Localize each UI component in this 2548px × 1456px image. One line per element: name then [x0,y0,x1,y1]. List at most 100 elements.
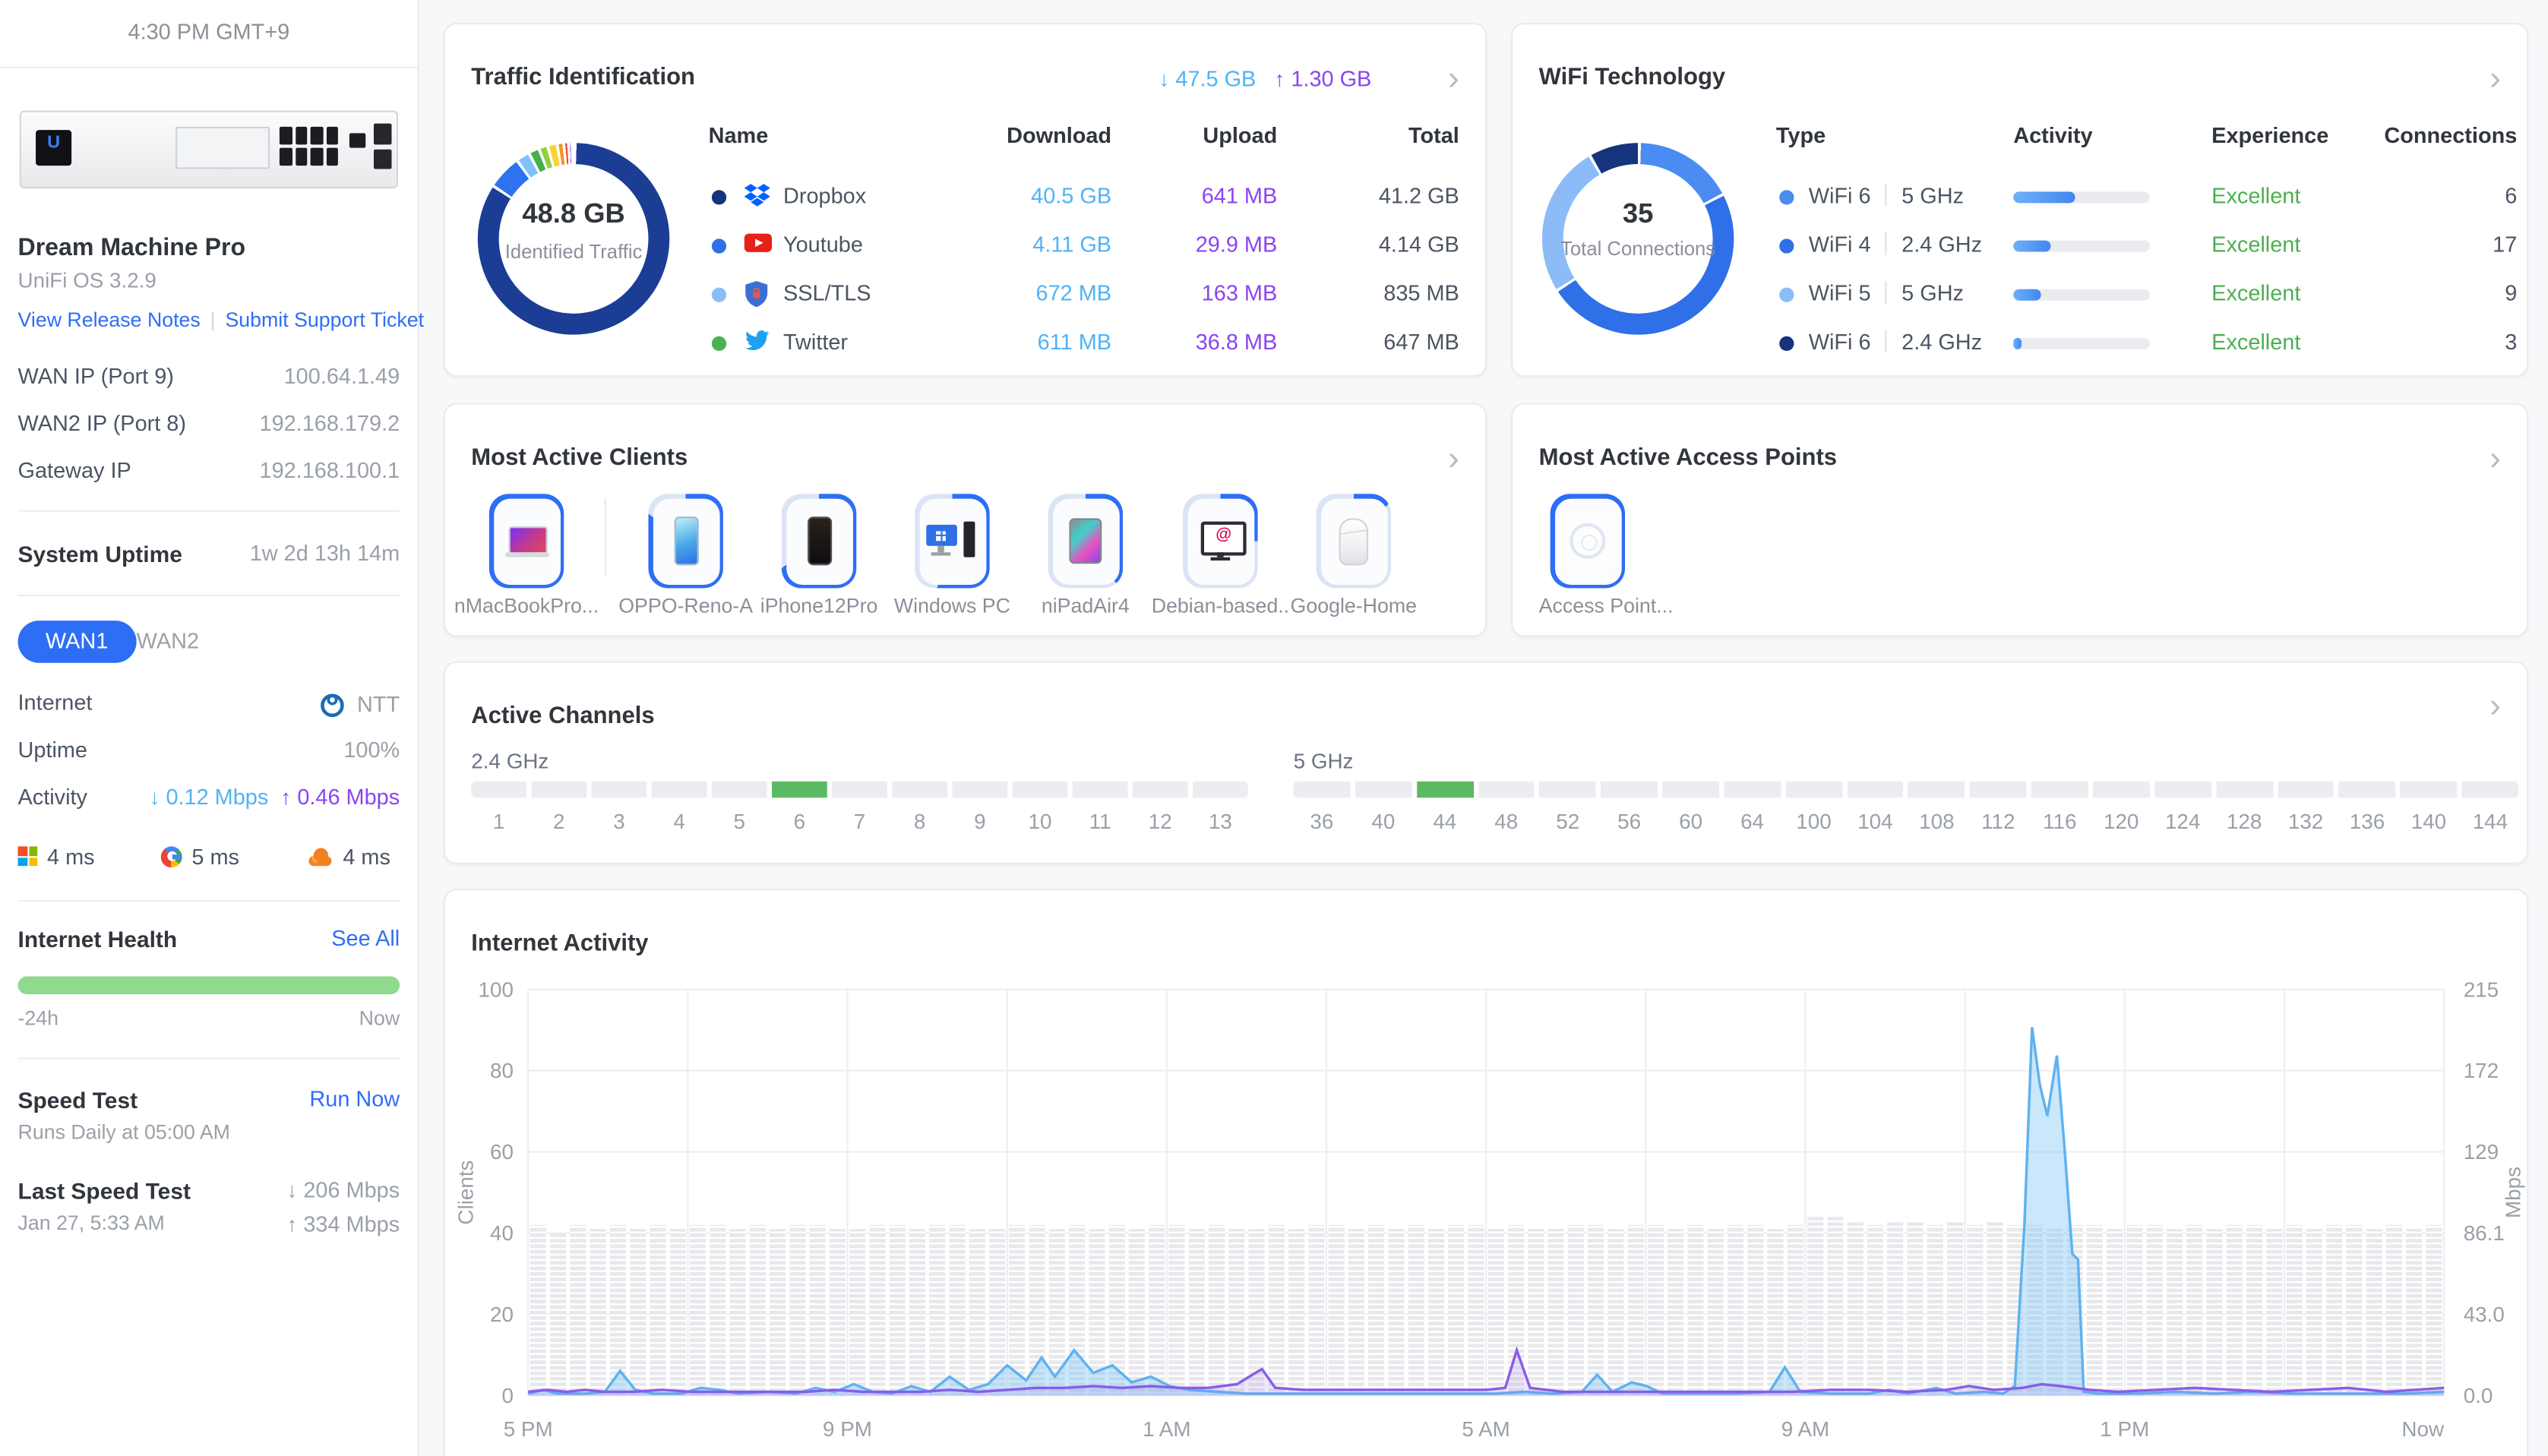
experience-value: Excellent [2211,232,2300,257]
wifi-band: 5 GHz [1902,281,1964,305]
svg-text:40: 40 [490,1221,514,1245]
health-range: -24hNow [18,1007,400,1037]
channel-44: 44 [1417,782,1474,833]
down-arrow-icon: ↓ [286,1178,297,1202]
client-item-iphone[interactable] [782,494,856,588]
wifi-band: 2.4 GHz [1902,232,1982,257]
see-all-link[interactable]: See All [331,926,400,950]
traffic-row[interactable]: Dropbox 40.5 GB 641 MB 41.2 GB [445,184,1485,232]
ntt-logo-icon [318,690,346,718]
app-name: Twitter [783,330,848,354]
traffic-row[interactable]: Youtube 4.11 GB 29.9 MB 4.14 GB [445,232,1485,281]
client-item-debian[interactable]: @ [1183,494,1257,588]
channel-128: 128 [2216,782,2273,833]
ping-google: 5 ms [161,842,239,871]
isp-name: NTT [357,692,400,716]
clock: 4:30 PM GMT+9 [0,20,418,44]
svg-text:0.0: 0.0 [2464,1384,2493,1407]
client-item-google-home[interactable] [1317,494,1391,588]
most-active-access-points-card: Most Active Access Points › Access Point… [1511,403,2528,636]
channel-2: 2 [531,782,586,833]
svg-text:43.0: 43.0 [2464,1303,2505,1326]
card-title: Active Channels [471,703,654,729]
google-home-thumbnail [1339,517,1369,564]
channel-60: 60 [1662,782,1719,833]
channel-64: 64 [1724,782,1781,833]
total-value: 41.2 GB [1297,184,1459,208]
device-name: Dream Machine Pro [18,234,246,261]
chevron-right-icon[interactable]: › [1448,448,1459,471]
channel-52: 52 [1539,782,1596,833]
col-type: Type [1776,124,1826,148]
connections-value: 6 [2354,184,2517,208]
app-name: Dropbox [783,184,866,208]
wifi-technology-card: WiFi Technology › 35 Total Connections T… [1511,23,2528,377]
card-title: WiFi Technology [1539,65,1726,91]
client-label: niPadAir4 [1007,595,1163,617]
channel-104: 104 [1847,782,1904,833]
device-os-version: UniFi OS 3.2.9 [18,268,156,292]
svg-text:80: 80 [490,1059,514,1082]
activity-bar [2013,241,2150,252]
run-now-link[interactable]: Run Now [309,1087,400,1111]
wifi-type: WiFi 62.4 GHz [1809,330,1982,354]
client-item-oppo[interactable] [648,494,722,588]
internet-row: Internet NTT [18,690,400,720]
client-item-access-point[interactable] [1551,494,1625,588]
channel-112: 112 [1970,782,2027,833]
traffic-identification-card: Traffic Identification ↓ 47.5 GB ↑ 1.30 … [444,23,1487,377]
connections-value: 9 [2354,281,2517,305]
app-name: SSL/TLS [783,281,871,305]
connections-value: 3 [2354,330,2517,354]
svg-text:129: 129 [2464,1140,2499,1164]
wifi-row[interactable]: WiFi 65 GHz Excellent 6 [1513,184,2527,232]
wifi-row[interactable]: WiFi 55 GHz Excellent 9 [1513,281,2527,330]
col-activity: Activity [2013,124,2092,148]
experience-value: Excellent [2211,184,2300,208]
chevron-right-icon[interactable]: › [2490,695,2501,718]
col-total: Total [1297,124,1459,148]
wifi-band: 2.4 GHz [1902,330,1982,354]
experience-value: Excellent [2211,281,2300,305]
channel-40: 40 [1355,782,1412,833]
traffic-row[interactable]: SSL/TLS 672 MB 163 MB 835 MB [445,281,1485,330]
dream-machine-pro-image [20,101,398,195]
client-item-ipad[interactable] [1048,494,1123,588]
svg-text:86.1: 86.1 [2464,1221,2505,1245]
chevron-right-icon[interactable]: › [2490,448,2501,471]
client-item-macbook[interactable] [489,494,564,588]
connections-value: 17 [2354,232,2517,257]
down-arrow-icon: ↓ [1159,67,1169,91]
wifi-row[interactable]: WiFi 62.4 GHz Excellent 3 [1513,330,2527,378]
upload-value: 163 MB [1131,281,1278,305]
traffic-row[interactable]: Twitter 611 MB 36.8 MB 647 MB [445,330,1485,378]
client-item-windows-pc[interactable] [915,494,989,588]
channel-5: 5 [712,782,767,833]
upload-value: 36.8 MB [1131,330,1278,354]
channel-1: 1 [471,782,526,833]
col-upload: Upload [1131,124,1278,148]
chevron-right-icon[interactable]: › [2490,68,2501,91]
svg-text:Now: Now [2401,1417,2445,1441]
view-release-notes-link[interactable]: View Release Notes [18,308,201,331]
svg-text:1 PM: 1 PM [2100,1417,2149,1441]
card-title: Traffic Identification [471,65,695,91]
activity-bar [2013,191,2150,203]
wifi-band: 5 GHz [1902,184,1964,208]
legend-dot [1779,238,1794,253]
tab-wan1[interactable]: WAN1 [18,621,136,663]
col-name: Name [709,124,769,148]
tab-wan2[interactable]: WAN2 [127,621,209,663]
most-active-clients-card: Most Active Clients › nMacBookPro...OPPO… [444,403,1487,636]
submit-support-ticket-link[interactable]: Submit Support Ticket [225,308,424,331]
channel-48: 48 [1478,782,1535,833]
last-speed-test-date: Jan 27, 5:33 AM ↑ 334 Mbps [18,1212,400,1242]
chevron-right-icon[interactable]: › [1448,68,1459,91]
youtube-icon [744,232,772,254]
band-2-4ghz-channels: 12345678910111213 [471,782,1247,833]
wifi-row[interactable]: WiFi 42.4 GHz Excellent 17 [1513,232,2527,281]
legend-dot [712,288,726,302]
app-name: Youtube [783,232,863,257]
internet-health-row: Internet HealthSee All [18,926,400,955]
card-title: Internet Activity [471,931,648,957]
